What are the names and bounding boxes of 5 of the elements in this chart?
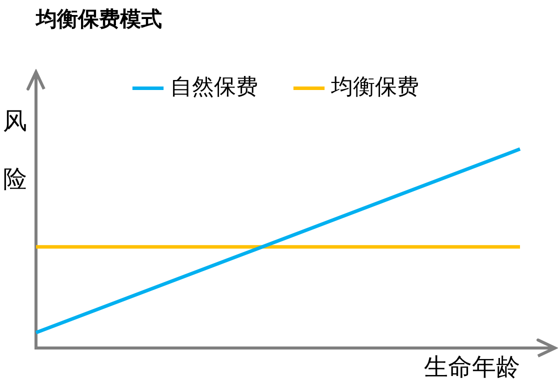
legend-label: 均衡保费 xyxy=(330,74,419,100)
text: 风险 xyxy=(3,107,27,193)
x-axis-title: 生命年龄 xyxy=(424,352,520,381)
legend-label: 自然保费 xyxy=(170,74,258,100)
chart-title: 均衡保费模式 xyxy=(35,7,162,32)
